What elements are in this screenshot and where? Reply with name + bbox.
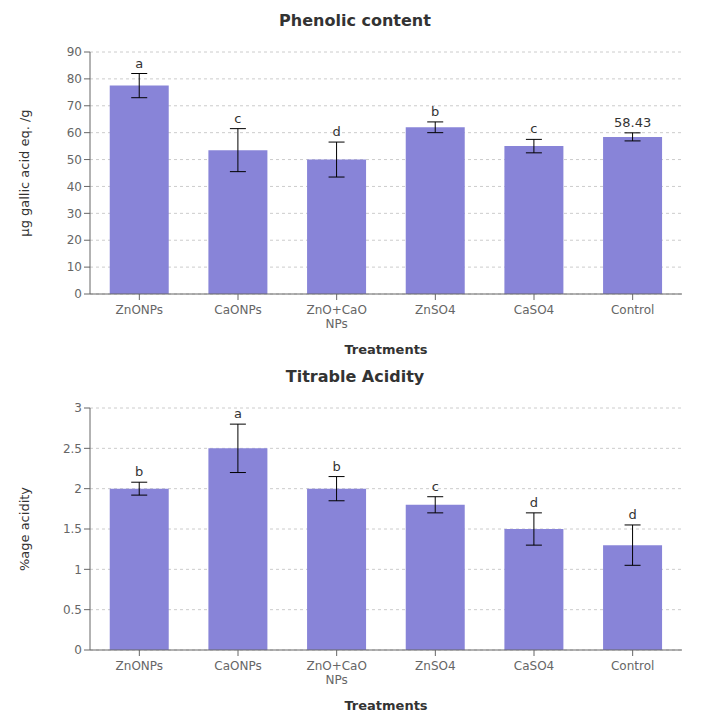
svg-text:1: 1	[74, 563, 82, 577]
svg-text:Treatments: Treatments	[344, 698, 427, 713]
svg-text:d: d	[628, 507, 636, 522]
svg-text:ZnSO4: ZnSO4	[415, 303, 456, 317]
svg-text:50: 50	[67, 153, 82, 167]
svg-text:2.5: 2.5	[63, 442, 82, 456]
svg-text:d: d	[332, 124, 340, 139]
svg-text:b: b	[332, 459, 340, 474]
svg-text:ZnONPs: ZnONPs	[116, 659, 164, 673]
svg-text:20: 20	[67, 233, 82, 247]
svg-text:CaSO4: CaSO4	[514, 659, 554, 673]
svg-text:CaONPs: CaONPs	[214, 659, 261, 673]
svg-text:a: a	[135, 56, 143, 71]
svg-text:ZnSO4: ZnSO4	[415, 659, 456, 673]
svg-text:10: 10	[67, 260, 82, 274]
svg-text:c: c	[432, 479, 439, 494]
svg-text:CaSO4: CaSO4	[514, 303, 554, 317]
svg-text:1.5: 1.5	[63, 522, 82, 536]
svg-text:30: 30	[67, 207, 82, 221]
svg-text:0: 0	[74, 287, 82, 301]
svg-text:60: 60	[67, 126, 82, 140]
svg-text:c: c	[234, 111, 241, 126]
svg-text:2: 2	[74, 482, 82, 496]
svg-text:a: a	[234, 406, 242, 421]
svg-text:40: 40	[67, 180, 82, 194]
svg-text:0: 0	[74, 643, 82, 657]
svg-text:µg gallic acid eq. /g: µg gallic acid eq. /g	[17, 109, 32, 236]
svg-text:c: c	[530, 121, 537, 136]
svg-text:d: d	[530, 495, 538, 510]
svg-text:b: b	[135, 464, 143, 479]
html-text:Phenolic content: Phenolic content	[279, 11, 431, 30]
html-text:Titrable Acidity: Titrable Acidity	[285, 367, 425, 386]
svg-text:58.43: 58.43	[614, 115, 651, 130]
svg-text:80: 80	[67, 72, 82, 86]
svg-text:%age acidity: %age acidity	[17, 487, 32, 571]
svg-text:ZnO+CaONPs: ZnO+CaONPs	[306, 659, 367, 687]
svg-text:90: 90	[67, 45, 82, 59]
svg-text:Control: Control	[611, 659, 654, 673]
svg-text:b: b	[431, 104, 439, 119]
svg-text:3: 3	[74, 401, 82, 415]
svg-text:Treatments: Treatments	[344, 342, 427, 357]
svg-text:Control: Control	[611, 303, 654, 317]
svg-text:ZnONPs: ZnONPs	[116, 303, 164, 317]
svg-text:ZnO+CaONPs: ZnO+CaONPs	[306, 303, 367, 331]
svg-text:CaONPs: CaONPs	[214, 303, 261, 317]
svg-text:0.5: 0.5	[63, 603, 82, 617]
svg-text:70: 70	[67, 99, 82, 113]
